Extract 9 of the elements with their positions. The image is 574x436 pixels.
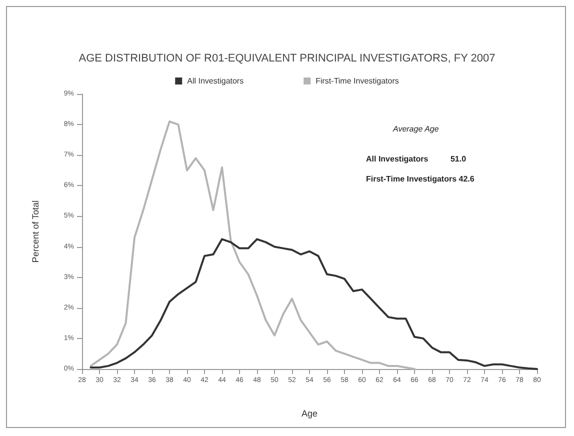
annotation: First-Time Investigators 42.6 bbox=[366, 174, 475, 184]
annotation: All Investigators 51.0 bbox=[366, 154, 467, 164]
legend-label: All Investigators bbox=[187, 76, 244, 86]
annotation: Average Age bbox=[392, 124, 440, 134]
y-axis-title: Percent of Total bbox=[30, 200, 40, 263]
x-axis-title: Age bbox=[301, 408, 318, 418]
legend-label: First-Time Investigators bbox=[316, 76, 399, 86]
line-series bbox=[90, 238, 538, 370]
chart-title: AGE DISTRIBUTION OF R01-EQUIVALENT PRINCIPAL INVESTIGATORS, FY 2007 bbox=[78, 52, 496, 64]
